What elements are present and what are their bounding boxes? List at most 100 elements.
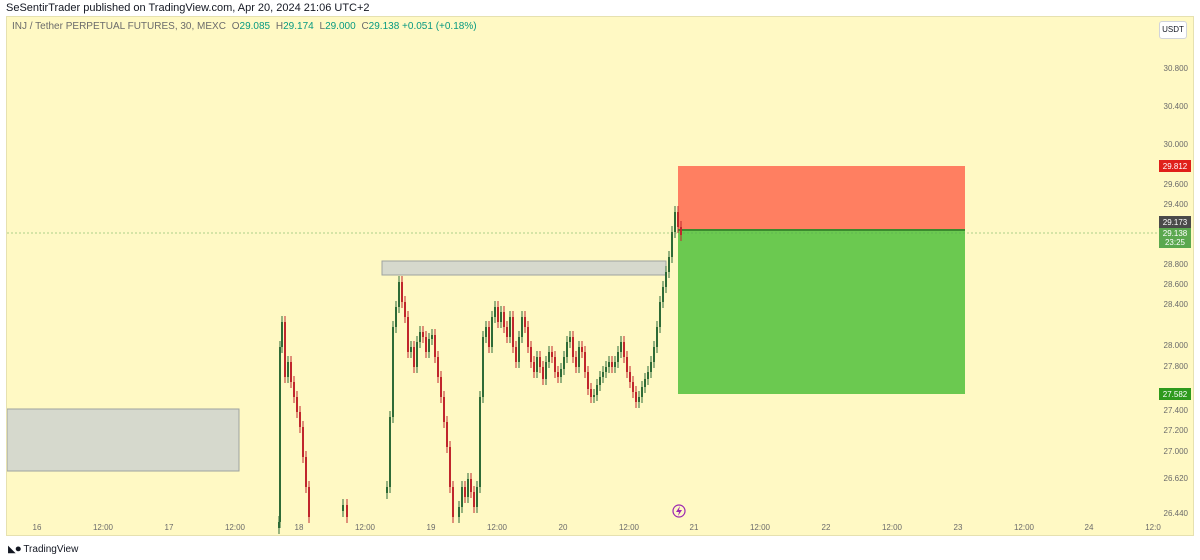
open-key: O bbox=[231, 21, 240, 32]
time-axis[interactable]: 16 12:00 17 12:00 18 12:00 19 12:00 20 12:00 21 12:… bbox=[33, 523, 1162, 532]
candle-body bbox=[620, 342, 622, 352]
candle-body bbox=[458, 507, 460, 517]
attribution-text: SeSentirTrader published on TradingView.… bbox=[6, 2, 370, 14]
time-axis-label: 12:00 bbox=[619, 523, 640, 532]
candle-body bbox=[416, 342, 418, 367]
candle-body bbox=[488, 327, 490, 347]
lightning-icon[interactable] bbox=[672, 504, 686, 518]
target-tag: 27.582 bbox=[1159, 388, 1191, 400]
candle-body bbox=[470, 479, 472, 492]
candle-body bbox=[485, 327, 487, 337]
stop-tag: 29.812 bbox=[1159, 160, 1191, 172]
price-axis[interactable]: 30.800 30.400 30.000 29.600 29.400 28.800 28.6… bbox=[1164, 64, 1189, 518]
candle-body bbox=[626, 357, 628, 372]
candle-body bbox=[293, 382, 295, 397]
candle-body bbox=[677, 212, 679, 227]
candle-body bbox=[518, 337, 520, 362]
candle-body bbox=[473, 492, 475, 507]
candle-body bbox=[515, 347, 517, 362]
candle-body bbox=[536, 357, 538, 372]
candle-body bbox=[428, 339, 430, 352]
candle-body bbox=[593, 395, 595, 397]
candle-body bbox=[281, 322, 283, 347]
stop-loss-zone[interactable] bbox=[678, 166, 965, 230]
candle-body bbox=[413, 347, 415, 367]
price-axis-label: 28.400 bbox=[1164, 300, 1189, 309]
candle-body bbox=[569, 337, 571, 342]
candle-body bbox=[449, 447, 451, 487]
candle-body bbox=[641, 387, 643, 397]
last-price-tag: 29.138 23:25 bbox=[1159, 228, 1191, 248]
candle-body bbox=[551, 352, 553, 357]
candle-body bbox=[506, 327, 508, 337]
candle-body bbox=[404, 302, 406, 317]
candle-body bbox=[419, 332, 421, 342]
time-axis-label: 17 bbox=[165, 523, 174, 532]
chart-frame[interactable]: INJ / Tether PERPETUAL FUTURES, 30, MEXC… bbox=[6, 16, 1194, 536]
candle-body bbox=[509, 317, 511, 337]
price-chart[interactable]: 30.800 30.400 30.000 29.600 29.400 28.800 28.6… bbox=[7, 17, 1193, 535]
candle-body bbox=[425, 337, 427, 352]
candle-body bbox=[290, 362, 292, 382]
time-axis-label: 12:0 bbox=[1145, 523, 1161, 532]
candle-body bbox=[650, 362, 652, 372]
candle-body bbox=[644, 379, 646, 387]
candle-body bbox=[575, 357, 577, 367]
candle-body bbox=[446, 422, 448, 447]
candle-body bbox=[548, 352, 550, 362]
candle-body bbox=[410, 347, 412, 352]
candle-body bbox=[587, 372, 589, 389]
candle-body bbox=[392, 327, 394, 417]
last-price-tag-text: 29.138 bbox=[1163, 229, 1188, 238]
take-profit-zone[interactable] bbox=[678, 230, 965, 394]
candle-body bbox=[500, 312, 502, 322]
high-value: 29.174 bbox=[283, 21, 314, 32]
candle-body bbox=[602, 372, 604, 377]
support-zone bbox=[7, 408, 240, 472]
candle-body bbox=[629, 372, 631, 382]
candle-body bbox=[464, 487, 466, 497]
candle-body bbox=[632, 382, 634, 392]
candles-group bbox=[278, 206, 682, 534]
currency-button[interactable]: USDT bbox=[1159, 21, 1187, 39]
time-axis-label: 12:00 bbox=[487, 523, 508, 532]
candle-body bbox=[611, 362, 613, 367]
price-axis-label: 29.600 bbox=[1164, 180, 1189, 189]
candle-body bbox=[533, 362, 535, 372]
candle-body bbox=[638, 397, 640, 402]
price-axis-label: 28.000 bbox=[1164, 341, 1189, 350]
candle-body bbox=[296, 397, 298, 412]
candle-body bbox=[279, 347, 281, 522]
candle-body bbox=[662, 287, 664, 302]
open-value: 29.085 bbox=[239, 21, 271, 32]
price-axis-label: 26.620 bbox=[1164, 474, 1189, 483]
change-value: +0.051 (+0.18%) bbox=[402, 21, 477, 32]
symbol-legend: INJ / Tether PERPETUAL FUTURES, 30, MEXC… bbox=[12, 21, 477, 32]
entry-tag-text: 29.173 bbox=[1163, 218, 1188, 227]
candle-body bbox=[578, 347, 580, 367]
candle-body bbox=[584, 352, 586, 372]
candle-body bbox=[599, 377, 601, 385]
candle-body bbox=[656, 327, 658, 347]
candle-body bbox=[617, 352, 619, 362]
entry-tag: 29.173 bbox=[1159, 216, 1191, 228]
low-value: 29.000 bbox=[325, 21, 356, 32]
candle-body bbox=[527, 327, 529, 347]
candle-body bbox=[342, 505, 344, 511]
candle-body bbox=[560, 369, 562, 377]
candle-body bbox=[590, 389, 592, 397]
candle-body bbox=[395, 307, 397, 327]
candle-body bbox=[299, 412, 301, 427]
attribution-bar: SeSentirTrader published on TradingView.… bbox=[0, 0, 1200, 16]
stop-tag-text: 29.812 bbox=[1163, 162, 1188, 171]
price-axis-label: 30.000 bbox=[1164, 140, 1189, 149]
time-axis-label: 20 bbox=[559, 523, 568, 532]
price-axis-label: 27.200 bbox=[1164, 426, 1189, 435]
time-axis-label: 22 bbox=[822, 523, 831, 532]
time-axis-label: 12:00 bbox=[750, 523, 771, 532]
candle-body bbox=[434, 335, 436, 357]
candle-body bbox=[482, 337, 484, 397]
candle-body bbox=[521, 317, 523, 337]
candle-body bbox=[422, 332, 424, 337]
candle-body bbox=[512, 317, 514, 347]
